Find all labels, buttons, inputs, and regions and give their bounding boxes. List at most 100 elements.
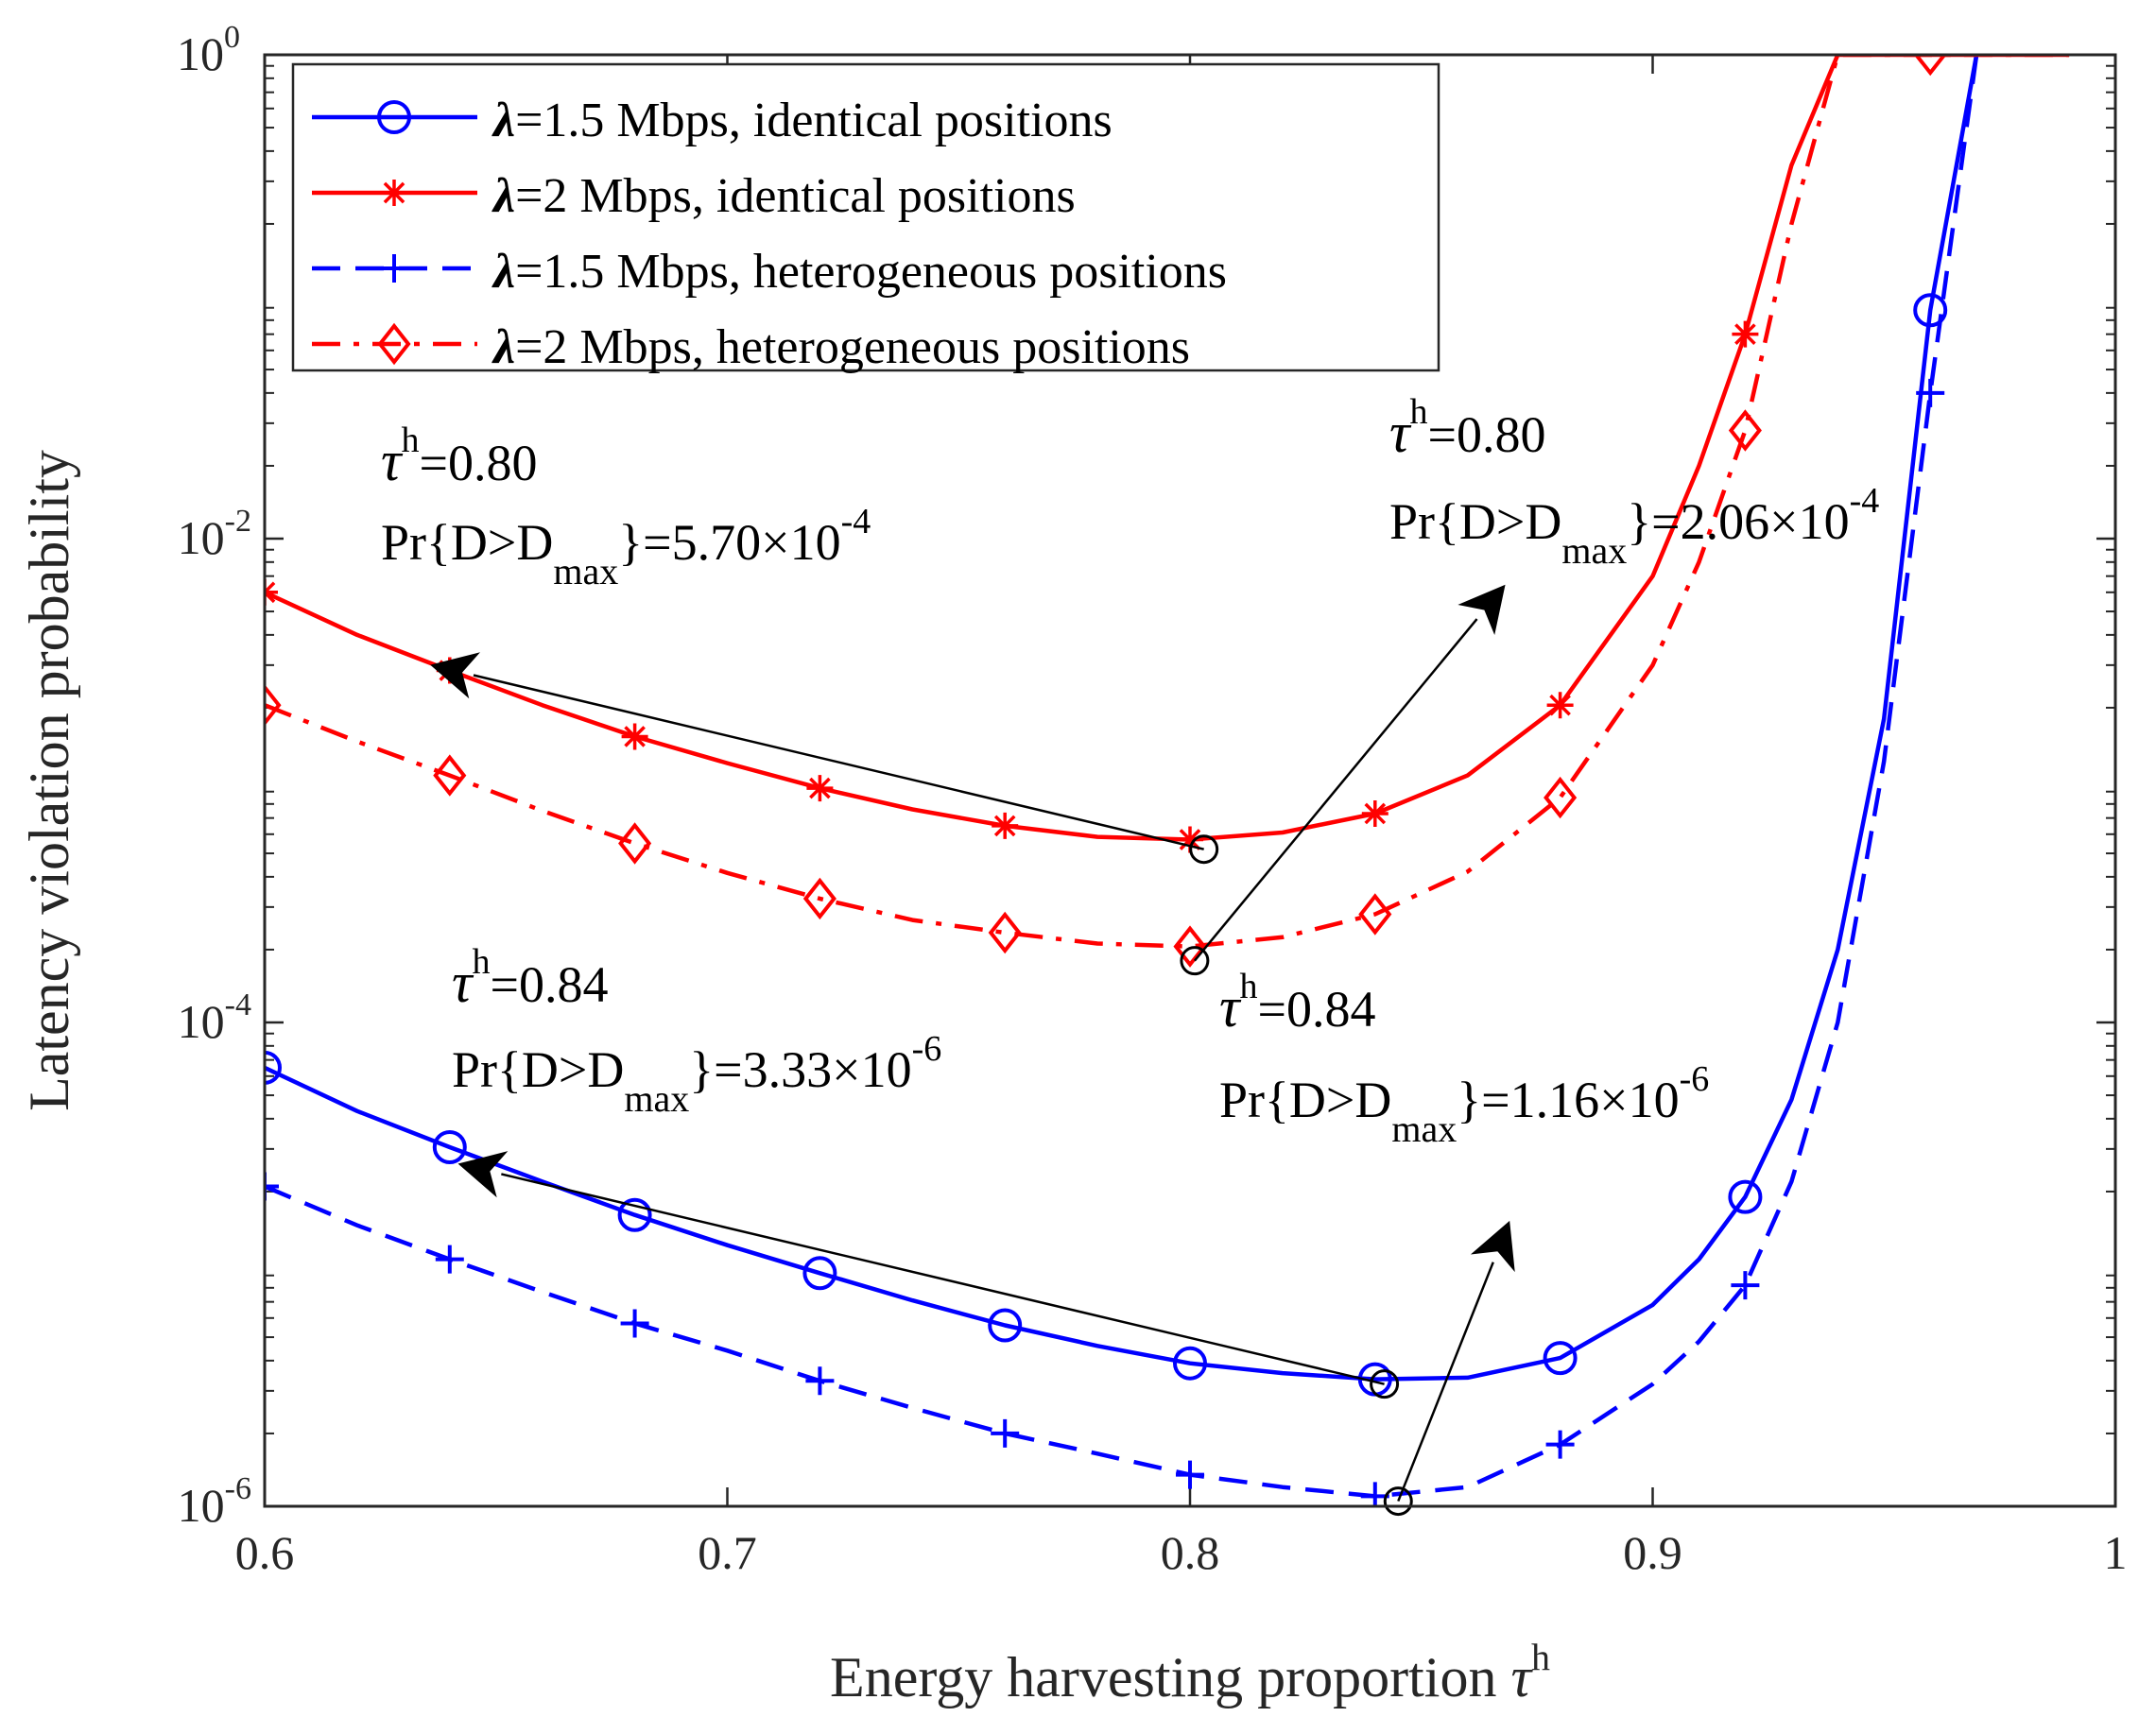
- annotation-2-prob: Pr{D>Dmax}=2.06×10-4: [1389, 481, 1879, 572]
- series-4-point: [618, 822, 652, 865]
- series-4-point: [1544, 776, 1578, 819]
- legend-marker-2-shape: [381, 180, 407, 206]
- series-4-point-shape: [1728, 409, 1762, 452]
- series-1-point-shape: [802, 1256, 837, 1291]
- series-3-point-shape: [620, 1309, 649, 1338]
- legend-sample-2: [312, 180, 477, 206]
- legend-entry-4: λ=2 Mbps, heterogeneous positions: [492, 320, 1190, 374]
- annotation-head-3: [457, 1151, 509, 1198]
- series-4-point: [433, 754, 467, 797]
- series-1-point-shape: [617, 1197, 652, 1232]
- series-2-point: [992, 812, 1019, 839]
- x-tick-label-0.8: 0.8: [1161, 1526, 1220, 1579]
- series-4-point: [265, 683, 282, 727]
- series-3-point: [1545, 1430, 1575, 1459]
- series-2-point: [1177, 826, 1203, 853]
- series-3-point-shape: [265, 1172, 279, 1201]
- legend-marker-1-shape: [377, 100, 411, 134]
- series-1-point: [988, 1308, 1023, 1343]
- annotation-arrow-1: [430, 652, 1219, 865]
- series-4-point: [1358, 893, 1392, 936]
- series-3-point-shape: [1916, 378, 1945, 407]
- series-1-point: [1543, 1341, 1578, 1376]
- series-2-point: [1546, 692, 1574, 719]
- series-4-point: [1913, 55, 1947, 77]
- series-1-point-shape: [1173, 1346, 1207, 1381]
- series-3-point: [620, 1309, 649, 1338]
- series-3-point-shape: [991, 1418, 1020, 1448]
- series-2-point-shape: [1546, 692, 1574, 719]
- annotation-point-1: [1189, 834, 1219, 865]
- series-4-point: [988, 911, 1022, 954]
- annotation-3-tau: τh=0.84: [452, 942, 608, 1014]
- annotation-2-tau: τh=0.80: [1389, 392, 1545, 464]
- series-2-point-shape: [1177, 826, 1203, 853]
- annotation-1: τh=0.80 Pr{D>Dmax}=5.70×10-4: [381, 421, 871, 592]
- annotation-point-3: [1370, 1369, 1400, 1399]
- series-4-point-shape: [1544, 776, 1578, 819]
- series-4: [265, 55, 2070, 968]
- annotation-3-prob: Pr{D>Dmax}=3.33×10-6: [452, 1029, 941, 1120]
- annotation-shaft-1: [473, 674, 1204, 850]
- series-2-point: [1361, 799, 1388, 827]
- series-4-point-shape: [433, 754, 467, 797]
- series-1-point: [1173, 1346, 1207, 1381]
- annotation-head-2: [1457, 584, 1506, 636]
- legend-samples: [312, 100, 477, 366]
- annotation-point-2: [1180, 946, 1210, 976]
- annotation-4-tau: τh=0.84: [1219, 967, 1375, 1039]
- series-4-point: [1173, 925, 1207, 968]
- legend-sample-1: [312, 100, 477, 134]
- legend-entry-3: λ=1.5 Mbps, heterogeneous positions: [492, 245, 1227, 299]
- legend-marker-4: [377, 322, 411, 366]
- series-3-point-shape: [435, 1245, 464, 1274]
- annotation-head-4: [1470, 1220, 1515, 1273]
- series-1-point-shape: [988, 1308, 1023, 1343]
- series-4-point-shape: [1358, 893, 1392, 936]
- series-3-point-shape: [805, 1366, 835, 1396]
- series-2: [265, 55, 2070, 853]
- x-tick-labels: 0.6 0.7 0.8 0.9 1: [235, 1526, 2128, 1579]
- y-tick-label-1e-6: 10-6: [178, 1471, 251, 1532]
- legend-marker-1: [377, 100, 411, 134]
- annotation-shaft-2: [1193, 618, 1478, 962]
- legend-sample-4: [312, 322, 477, 366]
- series-4-line: [265, 55, 2070, 949]
- x-tick-label-0.9: 0.9: [1623, 1526, 1682, 1579]
- legend-marker-3-shape: [380, 254, 408, 283]
- series-2-point: [621, 723, 648, 750]
- series-1-point-shape: [1913, 293, 1948, 328]
- series-3-point: [1916, 378, 1945, 407]
- series-2-point: [1732, 320, 1759, 348]
- series-3: [265, 55, 1979, 1506]
- series-3-point-shape: [1545, 1430, 1575, 1459]
- series-3-point: [1176, 1460, 1204, 1489]
- series-4-point-shape: [265, 683, 282, 727]
- series-2-point-shape: [1732, 320, 1759, 348]
- series-1-point: [1728, 1179, 1763, 1214]
- series-4-point-shape: [802, 877, 837, 920]
- annotation-point-4: [1383, 1486, 1413, 1517]
- annotation-arrow-4: [1383, 1220, 1515, 1517]
- series-1-point-shape: [1728, 1179, 1763, 1214]
- x-tick-label-1: 1: [2104, 1526, 2128, 1579]
- annotation-4-prob: Pr{D>Dmax}=1.16×10-6: [1219, 1059, 1709, 1150]
- annotation-shaft-4: [1397, 1262, 1494, 1502]
- y-tick-label-1e-4: 10-4: [178, 987, 251, 1048]
- series-4-point-shape: [1173, 925, 1207, 968]
- legend-box: [291, 62, 1440, 372]
- series-2-point-shape: [806, 775, 834, 802]
- series-1-point-shape: [1543, 1341, 1578, 1376]
- series-1-point-shape: [265, 1050, 282, 1085]
- series-2-point: [806, 775, 834, 802]
- series-1-point-shape: [432, 1130, 467, 1165]
- series-3-point: [805, 1366, 835, 1396]
- series-3-point: [435, 1245, 464, 1274]
- series-3-point: [991, 1418, 1020, 1448]
- legend: λ=1.5 Mbps, identical positions λ=2 Mbps…: [291, 62, 1440, 374]
- annotation-1-prob: Pr{D>Dmax}=5.70×10-4: [381, 502, 871, 592]
- series-4-point: [1728, 409, 1762, 452]
- y-tick-labels: 10-6 10-4 10-2 100: [177, 20, 251, 1532]
- series-3-point: [265, 1172, 279, 1201]
